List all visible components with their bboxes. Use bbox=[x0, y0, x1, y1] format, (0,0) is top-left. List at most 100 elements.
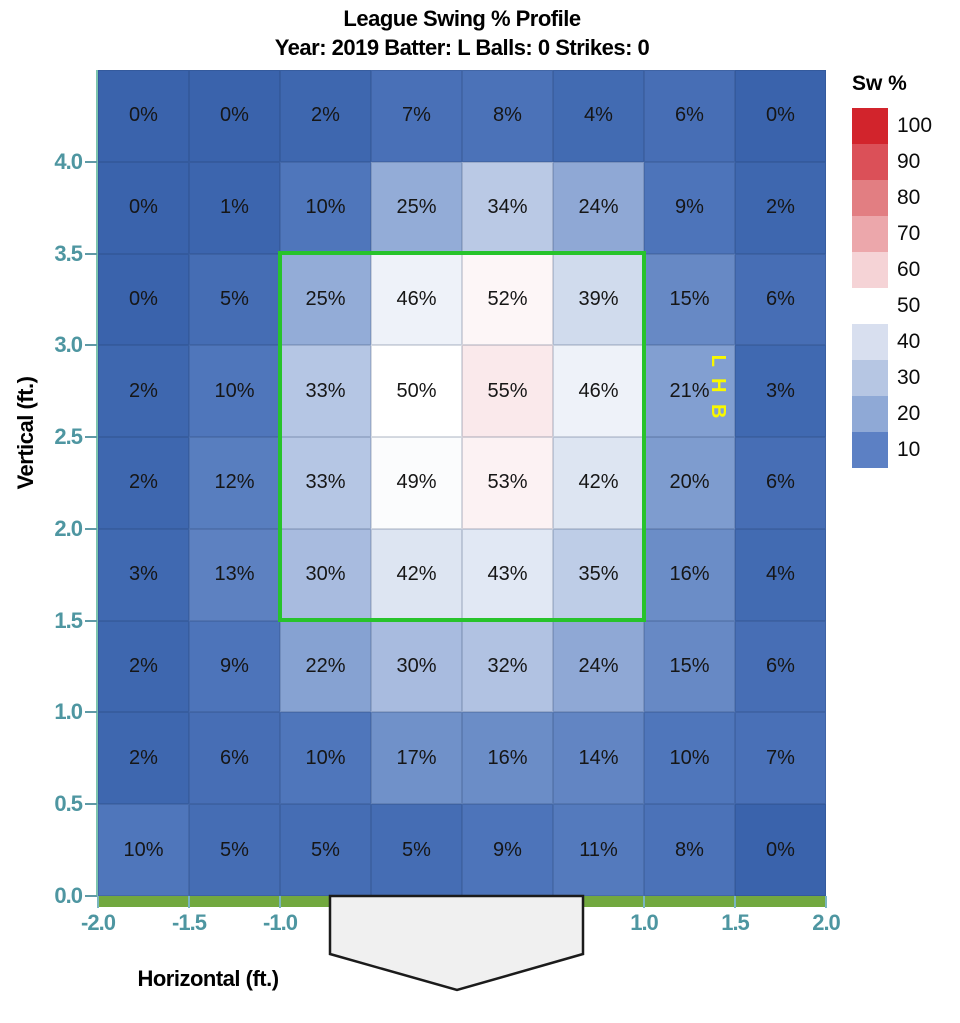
heatmap-cell: 1% bbox=[189, 161, 280, 254]
heatmap-cell: 33% bbox=[280, 345, 371, 438]
heatmap-cell: 12% bbox=[189, 437, 280, 529]
legend-swatch bbox=[852, 180, 888, 216]
y-tick-mark bbox=[85, 803, 97, 806]
heatmap-cell: 2% bbox=[98, 620, 189, 713]
heatmap-cell: 55% bbox=[462, 345, 553, 438]
heatmap-cell: 14% bbox=[553, 712, 644, 805]
y-tick-mark bbox=[85, 344, 97, 347]
legend-title: Sw % bbox=[852, 72, 907, 95]
heatmap-cell: 8% bbox=[644, 804, 735, 896]
heatmap-cell: 2% bbox=[735, 161, 826, 254]
heatmap-cell: 30% bbox=[280, 528, 371, 621]
legend-entry: 20 bbox=[852, 396, 960, 432]
legend-entry: 100 bbox=[852, 108, 960, 144]
y-tick-mark bbox=[85, 160, 97, 163]
x-tick-mark bbox=[643, 896, 645, 908]
home-plate-icon bbox=[328, 894, 585, 992]
y-tick-label: 1.5 bbox=[54, 607, 83, 633]
x-tick-mark bbox=[825, 896, 827, 908]
y-tick-mark bbox=[85, 711, 97, 714]
y-tick-mark bbox=[85, 895, 97, 897]
heatmap-cell: 2% bbox=[280, 70, 371, 162]
x-tick-label: 1.5 bbox=[721, 910, 750, 935]
heatmap-cell: 24% bbox=[553, 161, 644, 254]
heatmap-cell: 39% bbox=[553, 253, 644, 346]
legend-entry: 90 bbox=[852, 144, 960, 180]
heatmap-cell: 17% bbox=[371, 712, 462, 805]
heatmap-cell: 10% bbox=[280, 712, 371, 805]
heatmap-cell: 4% bbox=[553, 70, 644, 162]
legend-entry: 80 bbox=[852, 180, 960, 216]
legend-entry: 50 bbox=[852, 288, 960, 324]
heatmap-cell: 6% bbox=[735, 253, 826, 346]
y-tick-mark bbox=[85, 436, 97, 439]
heatmap-cell: 3% bbox=[98, 528, 189, 621]
y-tick-label: 2.5 bbox=[54, 424, 83, 450]
heatmap-cell: 6% bbox=[735, 437, 826, 529]
heatmap-cell: 33% bbox=[280, 437, 371, 529]
heatmap-cell: 2% bbox=[98, 345, 189, 438]
heatmap-cell: 9% bbox=[462, 804, 553, 896]
x-axis-label: Horizontal (ft.) bbox=[137, 966, 279, 991]
x-tick-mark bbox=[97, 896, 99, 908]
y-tick-mark bbox=[85, 619, 97, 622]
heatmap-cell: 46% bbox=[553, 345, 644, 438]
legend-swatch bbox=[852, 216, 888, 252]
y-tick-mark bbox=[85, 252, 97, 255]
legend-label: 80 bbox=[897, 186, 921, 209]
heatmap-cell: 49% bbox=[371, 437, 462, 529]
y-tick-label: 3.0 bbox=[54, 332, 83, 358]
legend-label: 50 bbox=[897, 294, 921, 317]
heatmap-cell: 16% bbox=[462, 712, 553, 805]
heatmap-cell: 15% bbox=[644, 620, 735, 713]
heatmap-cell: 42% bbox=[553, 437, 644, 529]
x-tick-mark bbox=[279, 896, 281, 908]
y-tick-label: 0.0 bbox=[54, 883, 83, 908]
heatmap-cell: 13% bbox=[189, 528, 280, 621]
heatmap-cell: 5% bbox=[280, 804, 371, 896]
legend-label: 100 bbox=[897, 114, 933, 137]
y-tick-label: 1.0 bbox=[54, 699, 83, 725]
legend-swatch bbox=[852, 360, 888, 396]
x-tick-mark bbox=[188, 896, 190, 908]
heatmap-cell: 35% bbox=[553, 528, 644, 621]
heatmap-cell: 46% bbox=[371, 253, 462, 346]
heatmap-cell: 0% bbox=[98, 161, 189, 254]
heatmap-cell: 7% bbox=[735, 712, 826, 805]
color-legend: Sw % 100 90 80 70 60 50 40 30 20 10 bbox=[852, 72, 960, 468]
y-tick-label: 2.0 bbox=[54, 515, 83, 541]
batter-side-label: L H B bbox=[707, 354, 729, 422]
chart-title: League Swing % Profile bbox=[343, 6, 581, 31]
x-tick-label: 1.0 bbox=[630, 910, 659, 935]
legend-label: 10 bbox=[897, 438, 921, 461]
heatmap-cell: 3% bbox=[735, 345, 826, 438]
heatmap-cell: 8% bbox=[462, 70, 553, 162]
heatmap-cell: 22% bbox=[280, 620, 371, 713]
legend-swatch bbox=[852, 144, 888, 180]
heatmap-grid: 0% 0% 2% 7% 8% 4% 6% 0% 0% 1% 10% 25% 34% 24% 9% 2% 0% 5%… bbox=[98, 70, 826, 896]
legend-swatch bbox=[852, 252, 888, 288]
heatmap-cell: 5% bbox=[371, 804, 462, 896]
heatmap-cell: 2% bbox=[98, 437, 189, 529]
heatmap-cell: 0% bbox=[735, 804, 826, 896]
legend-entry: 10 bbox=[852, 432, 960, 468]
chart-subtitle: Year: 2019 Batter: L Balls: 0 Strikes: 0 bbox=[274, 35, 650, 60]
heatmap-cell: 5% bbox=[189, 804, 280, 896]
heatmap-cell: 20% bbox=[644, 437, 735, 529]
legend-label: 20 bbox=[897, 402, 921, 425]
heatmap-cell: 15% bbox=[644, 253, 735, 346]
heatmap-cell: 2% bbox=[98, 712, 189, 805]
x-tick-label: 2.0 bbox=[812, 910, 841, 935]
x-tick-mark bbox=[734, 896, 736, 908]
legend-entry: 70 bbox=[852, 216, 960, 252]
heatmap-cell: 42% bbox=[371, 528, 462, 621]
heatmap-cell: 25% bbox=[280, 253, 371, 346]
strike-zone-outline bbox=[278, 251, 646, 622]
heatmap-cell: 0% bbox=[189, 70, 280, 162]
legend-swatch bbox=[852, 288, 888, 324]
heatmap-cell: 0% bbox=[735, 70, 826, 162]
heatmap-cell: 4% bbox=[735, 528, 826, 621]
heatmap-cell: 10% bbox=[644, 712, 735, 805]
heatmap-cell: 10% bbox=[189, 345, 280, 438]
